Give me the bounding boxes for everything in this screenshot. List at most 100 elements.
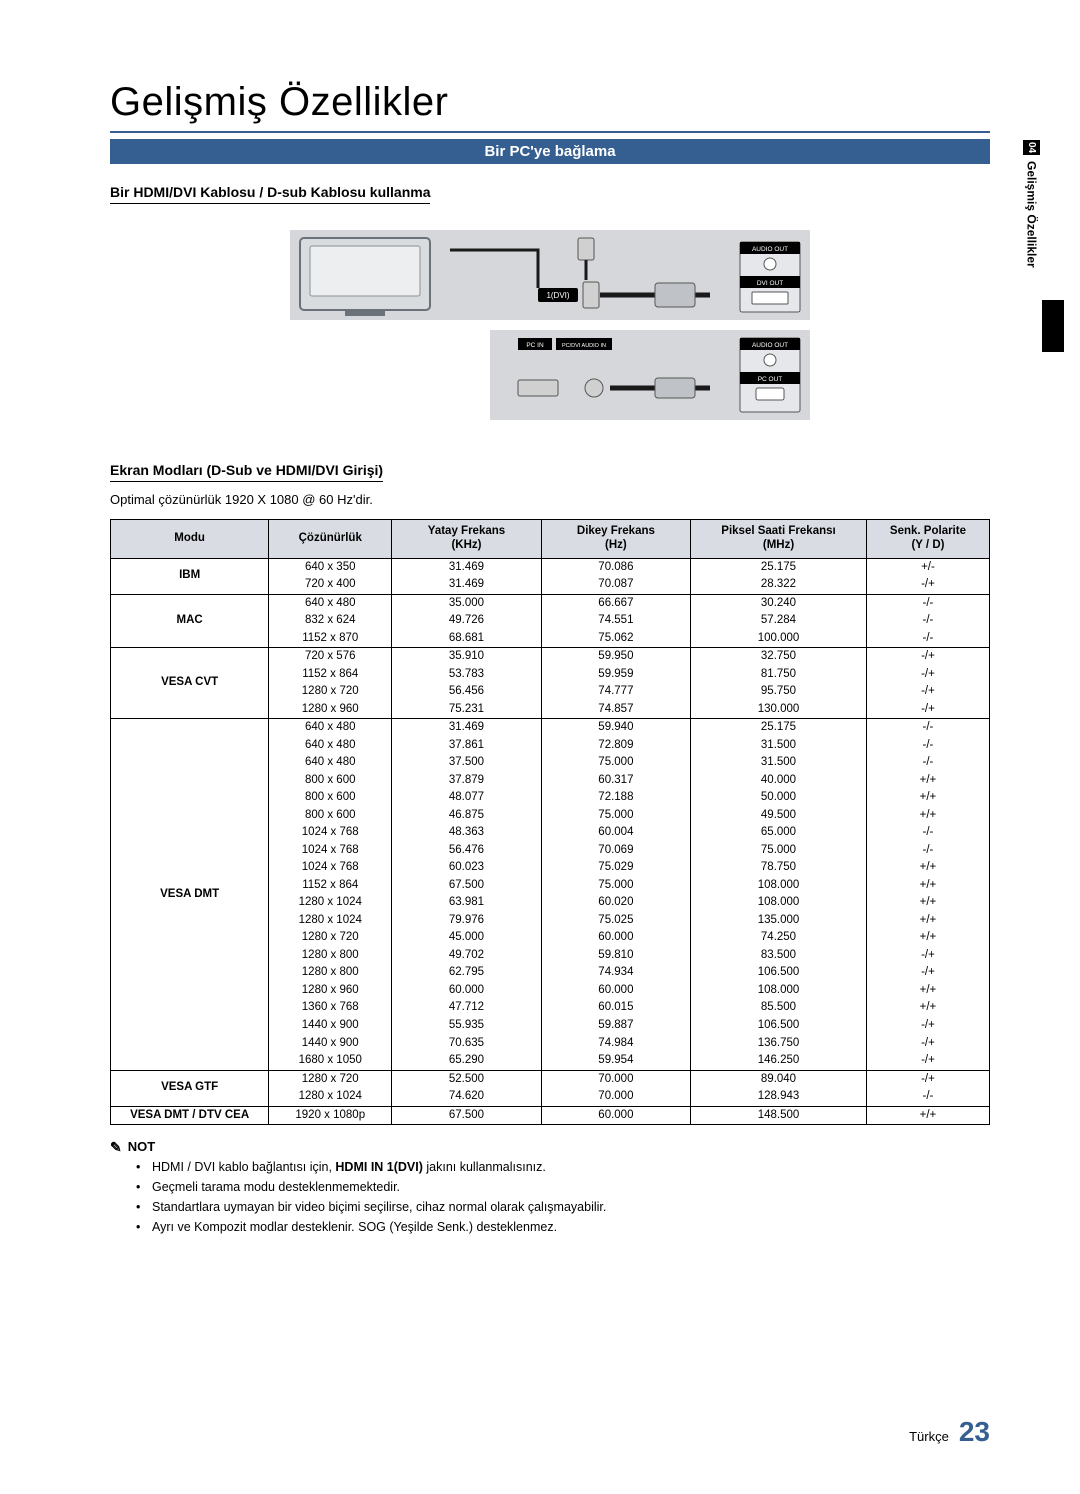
table-cell: 1280 x 720 [269,929,392,947]
table-cell: 1024 x 768 [269,859,392,877]
table-cell: 31.469 [392,719,541,737]
table-cell: 47.712 [392,999,541,1017]
tv-stand [345,310,385,316]
page-footer: Türkçe 23 [909,1416,990,1448]
thumb-index-block [1042,300,1064,352]
table-cell: -/+ [866,1017,989,1035]
section-banner: Bir PC'ye bağlama [110,139,990,164]
table-cell: -/- [866,594,989,612]
table-cell: 25.175 [691,719,867,737]
table-cell: 31.469 [392,576,541,594]
note-item: Ayrı ve Kompozit modlar desteklenir. SOG… [136,1220,990,1234]
page: Gelişmiş Özellikler Bir PC'ye bağlama Bi… [0,0,1080,1494]
table-cell: 56.456 [392,683,541,701]
table-cell: +/+ [866,1106,989,1125]
table-header-row: Modu Çözünürlük Yatay Frekans (KHz) Dike… [111,520,990,559]
table-cell: 1152 x 864 [269,666,392,684]
th-pol-unit: (Y / D) [911,539,944,551]
table-cell: 70.069 [541,842,690,860]
mode-cell: VESA DMT / DTV CEA [111,1106,269,1125]
table-cell: 40.000 [691,772,867,790]
table-cell: -/- [866,612,989,630]
table-cell: 74.857 [541,701,690,719]
table-cell: 74.984 [541,1035,690,1053]
table-cell: 68.681 [392,630,541,648]
note-label: NOT [128,1139,155,1154]
table-cell: 49.702 [392,947,541,965]
table-cell: 60.000 [541,929,690,947]
pc-top-label-dvi: DVI OUT [757,280,783,287]
table-cell: 75.000 [541,807,690,825]
th-res: Çözünürlük [269,520,392,559]
table-cell: +/+ [866,929,989,947]
table-row: IBM640 x 35031.46970.08625.175+/- [111,558,990,576]
table-cell: 148.500 [691,1106,867,1125]
table-cell: 800 x 600 [269,789,392,807]
table-cell: 75.231 [392,701,541,719]
table-cell: 60.023 [392,859,541,877]
table-cell: -/+ [866,576,989,594]
note-header: ✎ NOT [110,1139,990,1154]
table-cell: 59.810 [541,947,690,965]
table-cell: 75.000 [541,877,690,895]
note-icon: ✎ [110,1140,122,1154]
table-cell: 25.175 [691,558,867,576]
vga-port [518,380,558,396]
table-cell: 1280 x 960 [269,982,392,1000]
table-cell: 57.284 [691,612,867,630]
table-cell: -/- [866,1088,989,1106]
table-cell: 67.500 [392,877,541,895]
table-cell: +/- [866,558,989,576]
table-cell: 1360 x 768 [269,999,392,1017]
table-cell: 48.077 [392,789,541,807]
table-cell: 60.317 [541,772,690,790]
mode-cell: VESA CVT [111,648,269,719]
vga-plug [655,378,695,398]
mode-cell: VESA DMT [111,719,269,1070]
table-cell: 50.000 [691,789,867,807]
table-cell: 60.015 [541,999,690,1017]
th-pol: Senk. Polarite (Y / D) [866,520,989,559]
table-cell: 37.861 [392,737,541,755]
table-cell: 65.000 [691,824,867,842]
table-cell: 1280 x 1024 [269,894,392,912]
cable-section: Bir HDMI/DVI Kablosu / D-sub Kablosu kul… [110,178,990,210]
table-cell: 49.500 [691,807,867,825]
table-cell: 1280 x 1024 [269,912,392,930]
table-cell: 55.935 [392,1017,541,1035]
th-vhz-text: Dikey Frekans [577,525,655,537]
table-cell: 48.363 [392,824,541,842]
table-cell: -/- [866,630,989,648]
table-cell: 640 x 480 [269,737,392,755]
table-cell: 59.954 [541,1052,690,1070]
table-cell: 59.940 [541,719,690,737]
table-cell: 128.943 [691,1088,867,1106]
table-cell: 70.000 [541,1088,690,1106]
table-row: VESA CVT720 x 57635.91059.95032.750-/+ [111,648,990,666]
table-cell: 1280 x 720 [269,683,392,701]
table-cell: 65.290 [392,1052,541,1070]
table-cell: 75.000 [691,842,867,860]
table-cell: 106.500 [691,964,867,982]
pc-top-label-audio: AUDIO OUT [752,246,788,253]
table-cell: 60.020 [541,894,690,912]
table-cell: 74.934 [541,964,690,982]
table-cell: 108.000 [691,894,867,912]
mode-cell: VESA GTF [111,1070,269,1106]
table-cell: 32.750 [691,648,867,666]
jack-icon [764,258,776,270]
table-cell: -/+ [866,666,989,684]
table-cell: +/+ [866,789,989,807]
note-item: Geçmeli tarama modu desteklenmemektedir. [136,1180,990,1194]
table-cell: 30.240 [691,594,867,612]
table-cell: +/+ [866,772,989,790]
table-cell: 832 x 624 [269,612,392,630]
mode-cell: IBM [111,558,269,594]
table-cell: 72.188 [541,789,690,807]
table-row: VESA GTF1280 x 72052.50070.00089.040-/+ [111,1070,990,1088]
table-cell: 70.000 [541,1070,690,1088]
modes-heading: Ekran Modları (D-Sub ve HDMI/DVI Girişi) [110,462,383,482]
table-cell: 45.000 [392,929,541,947]
table-cell: 130.000 [691,701,867,719]
table-cell: 31.500 [691,754,867,772]
